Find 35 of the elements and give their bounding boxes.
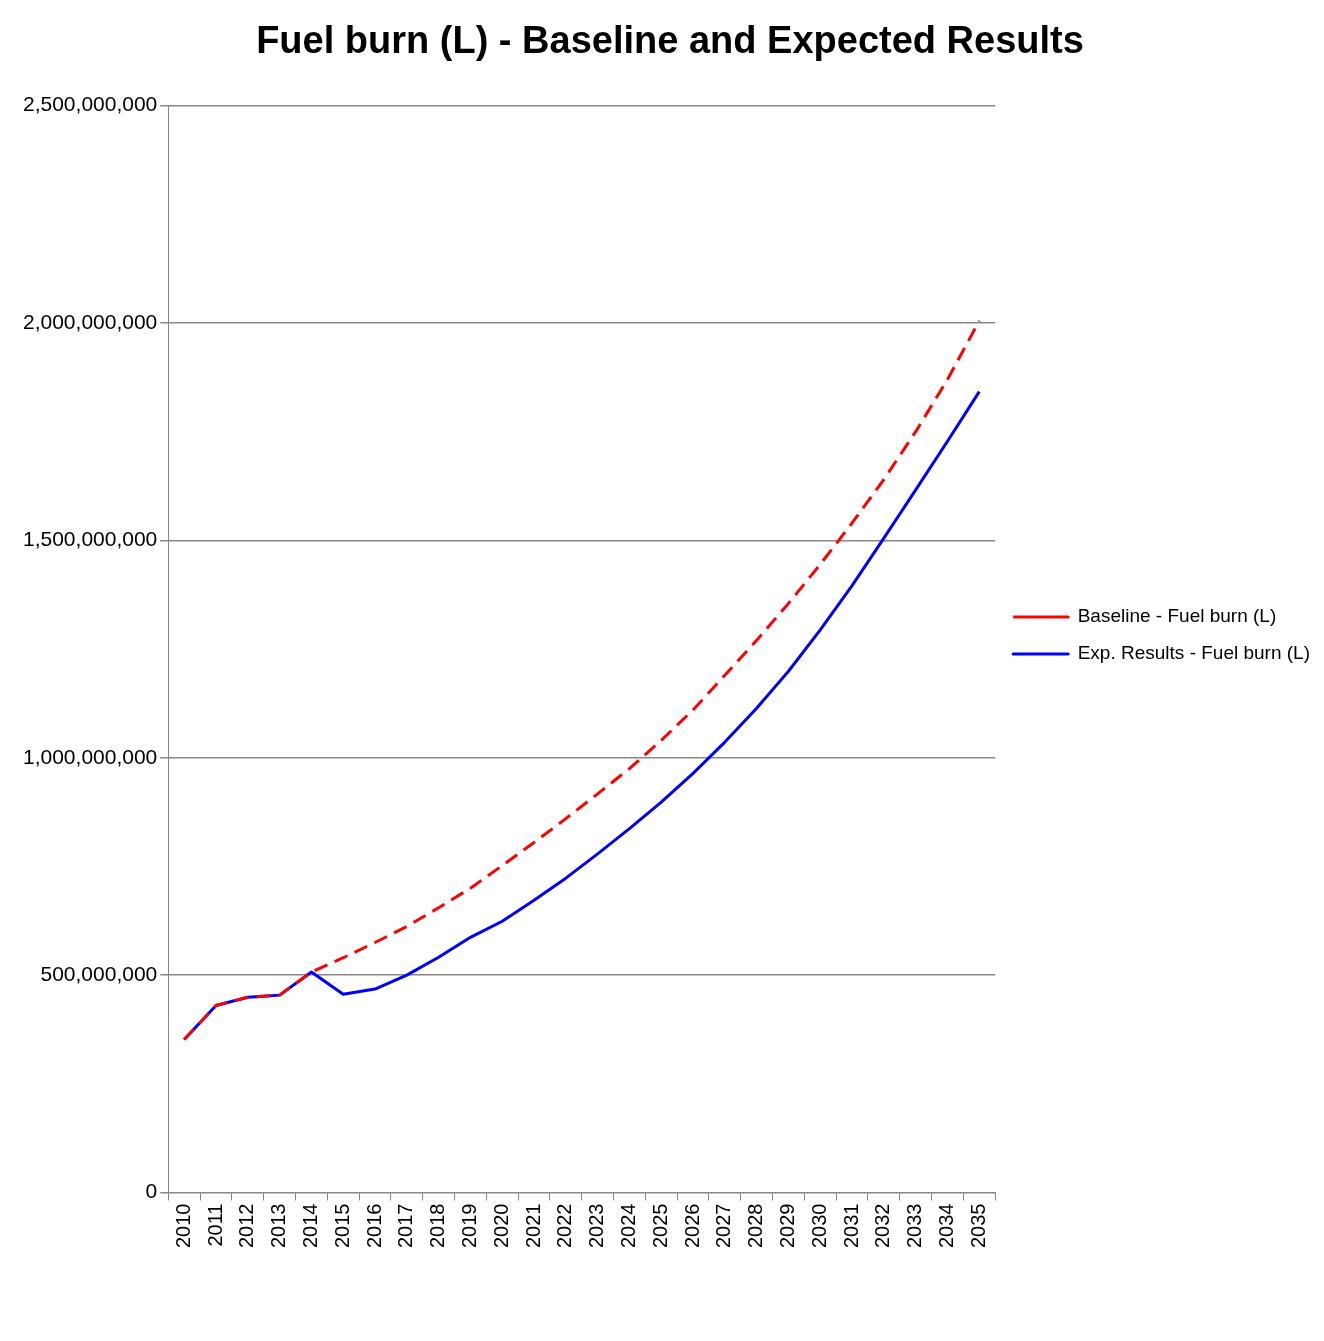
x-tick-label: 2031 bbox=[839, 1203, 862, 1249]
x-tick-label: 2030 bbox=[807, 1203, 830, 1249]
x-tick-label: 2017 bbox=[394, 1203, 417, 1249]
y-tick-label: 1,000,000,000 bbox=[23, 744, 158, 768]
y-tick-label: 1,500,000,000 bbox=[23, 527, 158, 551]
x-tick-label: 2027 bbox=[712, 1203, 735, 1249]
legend-label: Exp. Results - Fuel burn (L) bbox=[1077, 642, 1311, 664]
x-tick-label: 2019 bbox=[457, 1203, 480, 1249]
x-tick-label: 2014 bbox=[298, 1203, 321, 1249]
y-tick-label: 2,000,000,000 bbox=[23, 309, 158, 333]
x-tick-label: 2012 bbox=[235, 1203, 258, 1249]
x-tick-label: 2021 bbox=[521, 1203, 544, 1249]
x-tick-label: 2022 bbox=[553, 1203, 576, 1249]
x-tick-label: 2023 bbox=[585, 1203, 608, 1249]
x-tick-label: 2013 bbox=[267, 1203, 290, 1249]
x-tick-label: 2032 bbox=[871, 1203, 894, 1249]
x-tick-label: 2016 bbox=[362, 1203, 385, 1249]
x-tick-label: 2011 bbox=[203, 1203, 226, 1247]
y-tick-label: 2,500,000,000 bbox=[23, 92, 158, 116]
legend-label: Baseline - Fuel burn (L) bbox=[1077, 605, 1277, 627]
y-tick-label: 500,000,000 bbox=[40, 961, 158, 985]
x-tick-label: 2025 bbox=[648, 1203, 671, 1249]
x-tick-label: 2033 bbox=[903, 1203, 926, 1249]
x-tick-label: 2010 bbox=[171, 1203, 194, 1249]
x-tick-label: 2024 bbox=[616, 1203, 639, 1249]
x-tick-label: 2026 bbox=[680, 1203, 703, 1249]
x-tick-label: 2035 bbox=[966, 1203, 989, 1249]
x-tick-label: 2029 bbox=[775, 1203, 798, 1249]
x-tick-label: 2015 bbox=[330, 1203, 353, 1249]
x-tick-label: 2028 bbox=[744, 1203, 767, 1249]
chart-title: Fuel burn (L) - Baseline and Expected Results bbox=[256, 19, 1084, 62]
y-tick-label: 0 bbox=[145, 1179, 158, 1203]
x-tick-label: 2020 bbox=[489, 1203, 512, 1249]
x-tick-label: 2034 bbox=[935, 1203, 958, 1249]
x-tick-label: 2018 bbox=[426, 1203, 449, 1249]
